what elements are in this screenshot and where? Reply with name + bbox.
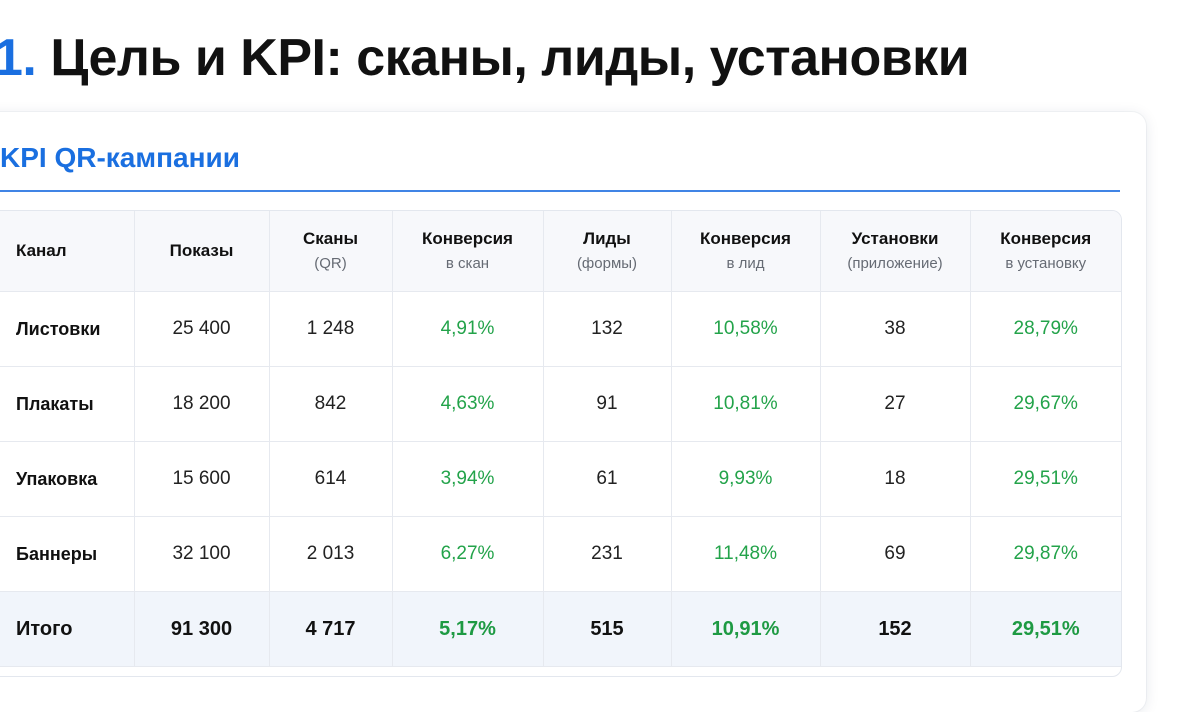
header-label: Сканы [302,229,359,248]
header-scan-conversion: Конверсия в скан [392,211,544,292]
kpi-table-container: Канал Показы Сканы (QR) Конверсия в скан Л… [0,210,1122,677]
cell-lead-conversion: 11,48% [671,516,821,592]
kpi-table: Канал Показы Сканы (QR) Конверсия в скан Л… [0,211,1121,667]
cell-installs: 27 [820,366,971,442]
card-divider [0,190,1120,192]
cell-scan-conversion: 4,91% [392,291,544,367]
header-scans: Сканы (QR) [269,211,393,292]
cell-scan-conversion: 4,63% [392,366,544,442]
card-title: KPI QR-кампании [0,142,240,173]
slide-number: 1. [0,29,37,87]
table-row: Баннеры 32 100 2 013 6,27% 231 11,48% 69… [0,516,1121,592]
header-label: Показы [169,241,234,260]
cell-leads: 91 [543,366,672,442]
header-sublabel: в лид [726,255,765,272]
header-label: Конверсия [700,229,791,248]
header-label: Конверсия [1000,229,1092,248]
header-installs: Установки (приложение) [820,211,971,292]
total-scans: 4 717 [269,591,393,667]
cell-impressions: 18 200 [134,366,270,442]
header-label: Канал [16,241,67,260]
cell-channel: Листовки [0,291,135,367]
slide-title-text: Цель и KPI: сканы, лиды, установки [50,29,970,87]
cell-scans: 1 248 [269,291,393,367]
cell-impressions: 32 100 [134,516,270,592]
table-header-row: Канал Показы Сканы (QR) Конверсия в скан Л… [0,211,1121,292]
table-row: Упаковка 15 600 614 3,94% 61 9,93% 18 29… [0,441,1121,517]
header-sublabel: (формы) [576,255,638,272]
header-label: Установки [851,229,939,248]
cell-leads: 231 [543,516,672,592]
table-row: Плакаты 18 200 842 4,63% 91 10,81% 27 29… [0,366,1121,442]
total-scan-conversion: 5,17% [392,591,544,667]
total-lead-conversion: 10,91% [671,591,821,667]
cell-install-conversion: 29,67% [970,366,1121,442]
cell-scan-conversion: 3,94% [392,441,544,517]
cell-impressions: 15 600 [134,441,270,517]
total-channel: Итого [0,591,135,667]
cell-leads: 61 [543,441,672,517]
table-row: Листовки 25 400 1 248 4,91% 132 10,58% 3… [0,291,1121,367]
cell-installs: 38 [820,291,971,367]
cell-impressions: 25 400 [134,291,270,367]
cell-lead-conversion: 10,58% [671,291,821,367]
cell-installs: 69 [820,516,971,592]
header-label: Лиды [583,229,631,248]
cell-channel: Баннеры [0,516,135,592]
cell-scans: 2 013 [269,516,393,592]
header-sublabel: (приложение) [847,255,943,272]
total-installs: 152 [820,591,971,667]
header-lead-conversion: Конверсия в лид [671,211,821,292]
header-impressions: Показы [134,211,270,292]
cell-install-conversion: 28,79% [970,291,1121,367]
cell-install-conversion: 29,87% [970,516,1121,592]
table-total-row: Итого 91 300 4 717 5,17% 515 10,91% 152 … [0,591,1121,667]
header-sublabel: в установку [1005,255,1087,272]
header-leads: Лиды (формы) [543,211,672,292]
cell-scan-conversion: 6,27% [392,516,544,592]
cell-lead-conversion: 10,81% [671,366,821,442]
slide-title: 1. Цель и KPI: сканы, лиды, установки [0,28,970,88]
total-leads: 515 [543,591,672,667]
cell-channel: Плакаты [0,366,135,442]
cell-lead-conversion: 9,93% [671,441,821,517]
cell-installs: 18 [820,441,971,517]
header-install-conversion: Конверсия в установку [970,211,1121,292]
header-label: Конверсия [422,229,513,248]
cell-scans: 614 [269,441,393,517]
cell-channel: Упаковка [0,441,135,517]
header-sublabel: (QR) [314,255,347,272]
cell-leads: 132 [543,291,672,367]
cell-scans: 842 [269,366,393,442]
cell-install-conversion: 29,51% [970,441,1121,517]
header-channel: Канал [0,211,135,292]
total-install-conversion: 29,51% [970,591,1121,667]
total-impressions: 91 300 [134,591,270,667]
header-sublabel: в скан [445,255,490,272]
